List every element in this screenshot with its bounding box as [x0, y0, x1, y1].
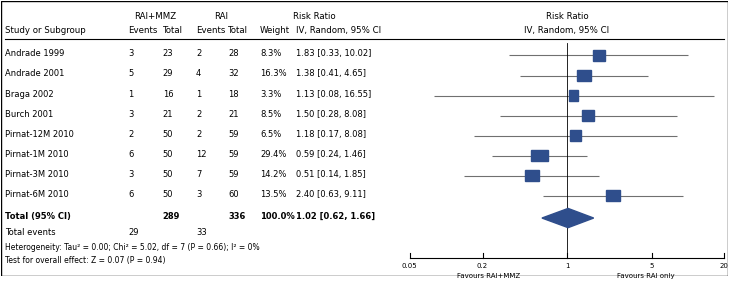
Bar — [606, 190, 620, 201]
Text: 59: 59 — [228, 170, 238, 179]
Text: Pirnat-6M 2010: Pirnat-6M 2010 — [5, 190, 69, 199]
Text: Andrade 1999: Andrade 1999 — [5, 49, 64, 58]
Text: 2: 2 — [196, 130, 201, 139]
Text: 28: 28 — [228, 49, 239, 58]
Text: 16: 16 — [163, 90, 173, 99]
Text: Weight: Weight — [260, 26, 290, 35]
Text: 2: 2 — [129, 130, 134, 139]
Text: 8.5%: 8.5% — [260, 110, 281, 119]
Text: 6.5%: 6.5% — [260, 130, 281, 139]
Text: 3: 3 — [129, 170, 134, 179]
Text: Test for overall effect: Z = 0.07 (P = 0.94): Test for overall effect: Z = 0.07 (P = 0… — [5, 257, 165, 266]
Text: 0.59 [0.24, 1.46]: 0.59 [0.24, 1.46] — [295, 150, 366, 159]
Text: Events: Events — [196, 26, 225, 35]
Text: 14.2%: 14.2% — [260, 170, 287, 179]
Bar — [569, 90, 578, 101]
Text: 1: 1 — [565, 263, 569, 269]
Bar — [525, 170, 539, 181]
Text: Total: Total — [163, 26, 183, 35]
Text: 33: 33 — [196, 228, 207, 237]
Text: Burch 2001: Burch 2001 — [5, 110, 53, 119]
Text: 8.3%: 8.3% — [260, 49, 281, 58]
Text: 29.4%: 29.4% — [260, 150, 287, 159]
Text: 60: 60 — [228, 190, 239, 199]
Text: IV, Random, 95% CI: IV, Random, 95% CI — [525, 26, 610, 35]
Text: 2: 2 — [196, 49, 201, 58]
Text: 6: 6 — [129, 190, 134, 199]
Text: 18: 18 — [228, 90, 239, 99]
Text: 29: 29 — [129, 228, 139, 237]
Text: Andrade 2001: Andrade 2001 — [5, 69, 64, 78]
Text: 5: 5 — [129, 69, 134, 78]
Text: 59: 59 — [228, 150, 238, 159]
Text: 50: 50 — [163, 170, 173, 179]
Text: Braga 2002: Braga 2002 — [5, 90, 53, 99]
Text: 3: 3 — [129, 110, 134, 119]
Text: 1: 1 — [196, 90, 201, 99]
Text: Pirnat-3M 2010: Pirnat-3M 2010 — [5, 170, 69, 179]
Text: 3: 3 — [196, 190, 202, 199]
Text: 59: 59 — [228, 130, 238, 139]
Text: 50: 50 — [163, 150, 173, 159]
Text: 16.3%: 16.3% — [260, 69, 287, 78]
Text: 6: 6 — [129, 150, 134, 159]
Text: RAI: RAI — [214, 12, 228, 21]
Text: 4: 4 — [196, 69, 201, 78]
Bar — [577, 70, 591, 81]
Text: 21: 21 — [228, 110, 238, 119]
Text: IV, Random, 95% CI: IV, Random, 95% CI — [295, 26, 381, 35]
Text: Total (95% CI): Total (95% CI) — [5, 212, 71, 221]
Text: 1.13 [0.08, 16.55]: 1.13 [0.08, 16.55] — [295, 90, 371, 99]
Text: 1.83 [0.33, 10.02]: 1.83 [0.33, 10.02] — [295, 49, 371, 58]
Text: 2: 2 — [196, 110, 201, 119]
Text: 3.3%: 3.3% — [260, 90, 281, 99]
Text: 13.5%: 13.5% — [260, 190, 287, 199]
Text: 20: 20 — [720, 263, 729, 269]
Text: Favours RAI+MMZ: Favours RAI+MMZ — [457, 273, 520, 279]
Text: Favours RAI only: Favours RAI only — [617, 273, 675, 279]
Text: 289: 289 — [163, 212, 180, 221]
Text: Risk Ratio: Risk Ratio — [546, 12, 588, 21]
Text: 3: 3 — [129, 49, 134, 58]
Text: 7: 7 — [196, 170, 202, 179]
Text: 1.18 [0.17, 8.08]: 1.18 [0.17, 8.08] — [295, 130, 366, 139]
Bar — [593, 50, 605, 61]
Bar — [583, 110, 594, 121]
Bar — [570, 130, 581, 141]
Text: Study or Subgroup: Study or Subgroup — [5, 26, 86, 35]
Bar — [531, 150, 548, 161]
Text: 1.02 [0.62, 1.66]: 1.02 [0.62, 1.66] — [295, 212, 375, 221]
Text: 50: 50 — [163, 130, 173, 139]
Polygon shape — [542, 209, 594, 228]
Text: 1.50 [0.28, 8.08]: 1.50 [0.28, 8.08] — [295, 110, 366, 119]
Text: Pirnat-12M 2010: Pirnat-12M 2010 — [5, 130, 74, 139]
Text: 12: 12 — [196, 150, 207, 159]
Text: 1.38 [0.41, 4.65]: 1.38 [0.41, 4.65] — [295, 69, 366, 78]
Text: Events: Events — [129, 26, 158, 35]
Text: 5: 5 — [649, 263, 654, 269]
Text: 2.40 [0.63, 9.11]: 2.40 [0.63, 9.11] — [295, 190, 366, 199]
Text: 29: 29 — [163, 69, 173, 78]
Text: 23: 23 — [163, 49, 173, 58]
Text: Heterogeneity: Tau² = 0.00; Chi² = 5.02, df = 7 (P = 0.66); I² = 0%: Heterogeneity: Tau² = 0.00; Chi² = 5.02,… — [5, 243, 260, 252]
Text: Total: Total — [228, 26, 248, 35]
Text: Pirnat-1M 2010: Pirnat-1M 2010 — [5, 150, 69, 159]
Text: Total events: Total events — [5, 228, 56, 237]
Text: Risk Ratio: Risk Ratio — [292, 12, 335, 21]
Text: RAI+MMZ: RAI+MMZ — [134, 12, 175, 21]
Text: 0.51 [0.14, 1.85]: 0.51 [0.14, 1.85] — [295, 170, 366, 179]
Text: 32: 32 — [228, 69, 239, 78]
Text: 21: 21 — [163, 110, 173, 119]
Text: 1: 1 — [129, 90, 134, 99]
Text: 336: 336 — [228, 212, 246, 221]
Text: 100.0%: 100.0% — [260, 212, 295, 221]
Text: 0.2: 0.2 — [477, 263, 488, 269]
Text: 50: 50 — [163, 190, 173, 199]
Text: 0.05: 0.05 — [402, 263, 417, 269]
